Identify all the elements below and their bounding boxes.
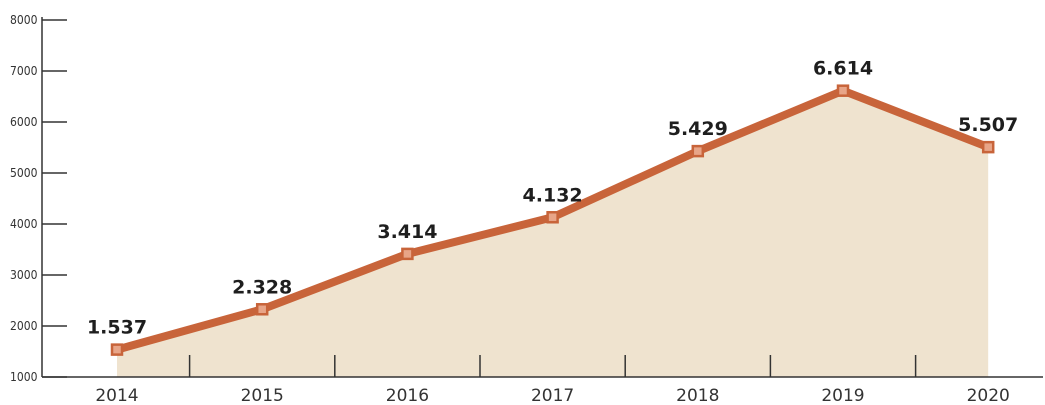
x-tick-label: 2020 <box>967 386 1010 405</box>
y-tick-label: 6000 <box>10 115 38 129</box>
data-label: 5.507 <box>958 114 1018 136</box>
y-tick-label: 5000 <box>10 166 38 180</box>
y-tick-label: 2000 <box>10 319 38 333</box>
data-point-marker <box>401 247 414 261</box>
y-tick-label: 4000 <box>10 217 38 231</box>
x-tick-label: 2019 <box>821 386 864 405</box>
y-tick-label: 7000 <box>10 64 38 78</box>
markers-layer <box>110 84 995 356</box>
data-label: 3.414 <box>377 221 437 243</box>
x-tick-label: 2016 <box>386 386 429 405</box>
data-point-marker <box>981 140 995 154</box>
x-tick-label: 2015 <box>241 386 284 405</box>
data-point-marker <box>691 144 705 158</box>
data-point-marker <box>110 343 124 356</box>
y-tick-label: 8000 <box>10 13 38 27</box>
data-label: 4.132 <box>523 184 583 206</box>
data-label: 6.614 <box>813 58 873 80</box>
data-label: 1.537 <box>87 317 147 339</box>
x-tick-label: 2017 <box>531 386 574 405</box>
y-tick-label: 3000 <box>10 268 38 282</box>
data-label: 2.328 <box>232 276 292 298</box>
area-fill <box>117 90 989 377</box>
x-tick-label: 2014 <box>95 386 138 405</box>
data-point-marker <box>546 211 559 224</box>
x-tick-label: 2018 <box>676 386 719 405</box>
data-labels-layer: 1.537 2.328 3.414 4.132 5.429 6.614 5.507 <box>87 58 1018 339</box>
axes: 1000 2000 3000 4000 5000 6000 7000 8000 2014 2015… <box>10 13 1043 405</box>
data-label: 5.429 <box>668 118 728 140</box>
y-tick-label: 1000 <box>10 370 38 384</box>
data-point-marker <box>255 303 269 316</box>
data-point-marker <box>836 84 850 97</box>
area-fill-layer <box>117 90 989 377</box>
